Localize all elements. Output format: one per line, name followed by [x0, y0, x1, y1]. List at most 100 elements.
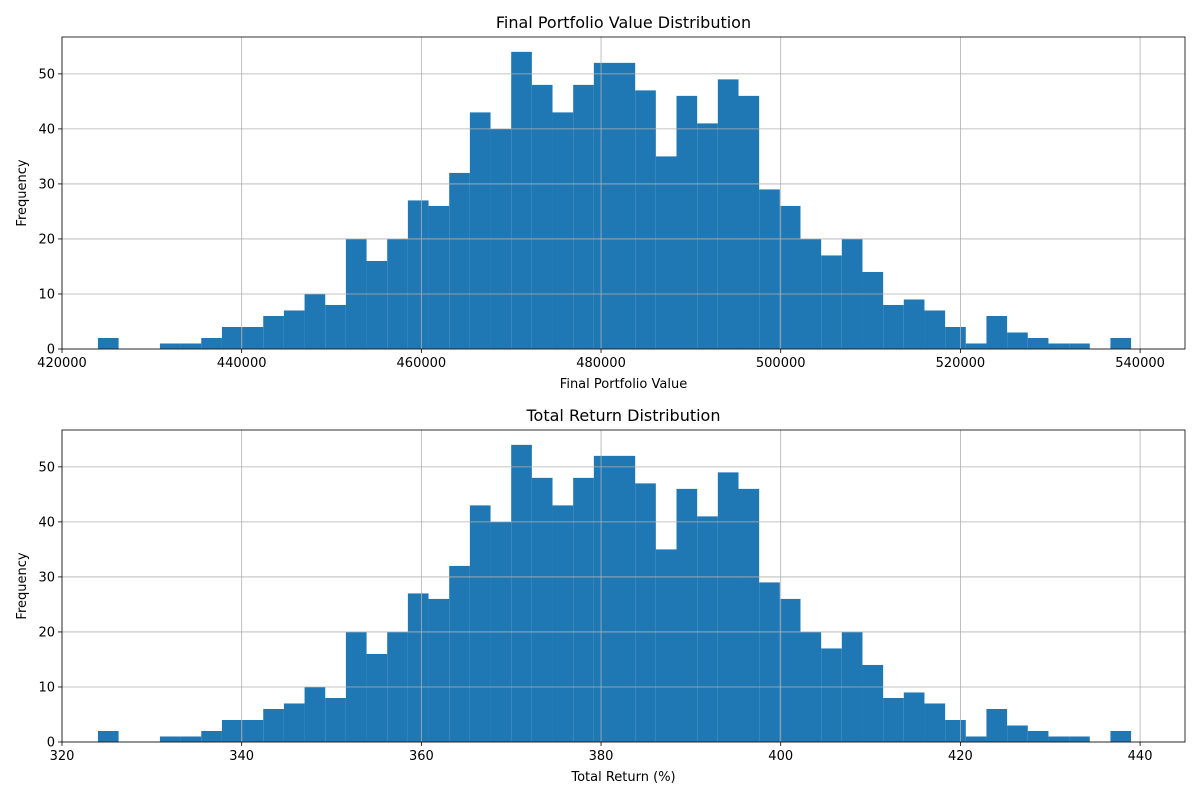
- histogram-bar: [697, 123, 718, 349]
- y-tick-label: 50: [38, 67, 55, 82]
- histogram-bar: [1027, 730, 1049, 742]
- histogram-bar: [821, 255, 842, 349]
- histogram-bar: [676, 488, 698, 742]
- histogram-bar: [924, 703, 946, 742]
- histogram-bar: [97, 337, 119, 349]
- histogram-bar: [304, 686, 326, 742]
- histogram-bar: [655, 156, 677, 349]
- x-tick-label: 440000: [217, 356, 267, 371]
- histogram-bar: [1007, 332, 1028, 349]
- histogram-bar: [635, 483, 656, 742]
- histogram-bar: [428, 205, 450, 349]
- histogram-bar: [159, 736, 181, 742]
- x-axis-label: Final Portfolio Value: [560, 377, 687, 392]
- histogram-bar: [1069, 343, 1090, 349]
- y-tick-label: 40: [38, 515, 55, 530]
- histogram-bar: [511, 444, 532, 742]
- plot-frame: [61, 36, 1186, 350]
- histogram-bar: [407, 593, 429, 742]
- histogram-bar: [304, 293, 326, 349]
- histogram-bar: [1110, 337, 1132, 349]
- histogram-bar: [883, 697, 904, 742]
- histogram-bar: [738, 488, 760, 742]
- histogram-bar: [573, 84, 594, 349]
- x-tick-label: 440: [1128, 749, 1153, 764]
- y-tick-label: 50: [38, 460, 55, 475]
- histogram-bar: [407, 200, 429, 349]
- histogram-bar: [449, 565, 470, 742]
- y-tick-label: 40: [38, 122, 55, 137]
- histogram-bar: [945, 326, 966, 349]
- histogram-bar: [97, 730, 119, 742]
- histogram-bar: [325, 304, 346, 349]
- grid-lines: [61, 430, 1185, 743]
- chart-1: 420000 440000 460000 480000 500000 520000 5400…: [15, 13, 1186, 392]
- histogram-bar: [325, 697, 346, 742]
- histogram-bar: [366, 260, 388, 349]
- histogram-bar: [531, 477, 553, 742]
- y-tick-label: 20: [38, 625, 55, 640]
- histogram-bar: [965, 736, 987, 742]
- histogram-bar: [676, 95, 698, 350]
- histogram-bar: [903, 299, 925, 349]
- histogram-bar: [1027, 337, 1049, 349]
- x-tick-label: 460000: [397, 356, 447, 371]
- histogram-bar: [862, 664, 884, 742]
- y-tick-label: 30: [38, 570, 55, 585]
- y-tick-label: 10: [38, 287, 55, 302]
- histogram-bar: [614, 455, 636, 742]
- histogram-bar: [717, 79, 739, 350]
- histogram-bar: [180, 343, 202, 349]
- x-tick-label: 400: [768, 749, 793, 764]
- histogram-bar: [779, 205, 801, 349]
- histogram-bar: [159, 343, 181, 349]
- y-tick-label: 20: [38, 232, 55, 247]
- histogram-bar: [759, 582, 780, 742]
- histogram-bar: [1007, 725, 1028, 742]
- histogram-bar: [242, 326, 264, 349]
- y-axis-label: Frequency: [15, 159, 30, 226]
- histogram-bar: [862, 271, 884, 349]
- chart-title: Final Portfolio Value Distribution: [496, 13, 751, 32]
- plot-frame: [61, 429, 1186, 743]
- histogram-bar: [428, 598, 450, 742]
- histogram-bar: [263, 708, 284, 742]
- histogram-bars: [97, 444, 1132, 742]
- histogram-bar: [469, 112, 491, 349]
- histogram-bar: [986, 315, 1008, 349]
- histogram-bar: [283, 703, 305, 742]
- y-axis-label: Frequency: [15, 552, 30, 619]
- x-tick-label: 420: [948, 749, 973, 764]
- histogram-bar: [221, 326, 243, 349]
- histogram-bar: [635, 90, 656, 349]
- histogram-bar: [717, 472, 739, 742]
- x-axis: 420000 440000 460000 480000 500000 520000 5400…: [37, 349, 1165, 371]
- histogram-bar: [180, 736, 202, 742]
- histogram-bar: [1110, 730, 1132, 742]
- histogram-bar: [552, 505, 574, 742]
- histogram-bar: [449, 172, 470, 349]
- histogram-bar: [821, 648, 842, 742]
- histogram-bar: [573, 477, 594, 742]
- histogram-bar: [201, 337, 222, 349]
- histogram-bar: [263, 315, 284, 349]
- histogram-bar: [366, 653, 388, 742]
- x-tick-label: 480000: [576, 356, 626, 371]
- histogram-bar: [738, 95, 760, 350]
- histogram-bars: [97, 51, 1132, 350]
- x-tick-label: 520000: [936, 356, 986, 371]
- histogram-bar: [614, 62, 636, 350]
- x-tick-label: 500000: [756, 356, 806, 371]
- y-axis: 0 10 20 30 40 50: [38, 67, 62, 358]
- histogram-bar: [531, 84, 553, 349]
- chart-2: 320 340 360 380 400 420 440 0 10 20 30 40 50 Total Re…: [15, 406, 1186, 785]
- histogram-bar: [552, 112, 574, 349]
- x-tick-label: 420000: [37, 356, 87, 371]
- x-tick-label: 380: [589, 749, 614, 764]
- histogram-bar: [593, 62, 615, 350]
- histogram-bar: [221, 719, 243, 742]
- histogram-bar: [779, 598, 801, 742]
- x-tick-label: 540000: [1115, 356, 1165, 371]
- histogram-bar: [201, 730, 222, 742]
